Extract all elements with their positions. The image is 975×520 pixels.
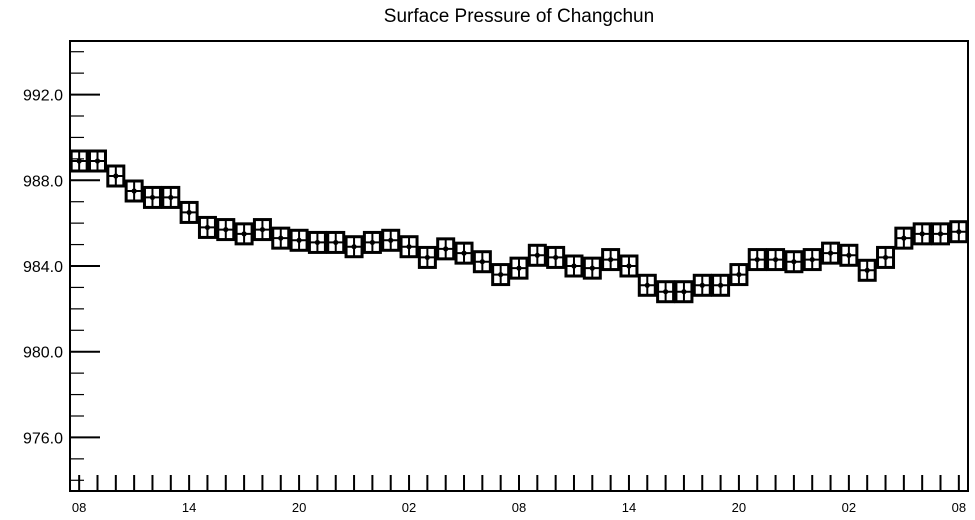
- data-point: [344, 235, 364, 259]
- data-point: [546, 245, 566, 269]
- data-point: [417, 245, 437, 269]
- data-point: [601, 248, 621, 272]
- data-point: [527, 243, 547, 267]
- data-point: [289, 228, 309, 252]
- data-point: [766, 248, 786, 272]
- data-point: [839, 243, 859, 267]
- y-tick-label: 992.0: [23, 88, 63, 105]
- data-point: [362, 230, 382, 254]
- y-tick-label: 984.0: [23, 259, 63, 276]
- x-tick-label: 02: [842, 500, 856, 515]
- y-tick-label: 980.0: [23, 345, 63, 362]
- data-point: [142, 185, 162, 209]
- data-point: [252, 218, 272, 242]
- data-point: [582, 256, 602, 280]
- data-point: [216, 218, 236, 242]
- x-tick-label: 20: [732, 500, 746, 515]
- data-point: [637, 273, 657, 297]
- data-point: [509, 256, 529, 280]
- x-tick-label: 02: [402, 500, 416, 515]
- y-tick-label: 988.0: [23, 173, 63, 190]
- data-point: [179, 200, 199, 224]
- data-point: [69, 149, 89, 173]
- x-tick-label: 14: [622, 500, 636, 515]
- data-point: [784, 250, 804, 274]
- x-tick-label: 08: [72, 500, 86, 515]
- data-point: [876, 245, 896, 269]
- data-point: [857, 258, 877, 282]
- data-point: [692, 273, 712, 297]
- x-tick-label: 08: [952, 500, 966, 515]
- data-point: [124, 179, 144, 203]
- data-point: [711, 273, 731, 297]
- data-point: [399, 235, 419, 259]
- x-tick-label: 08: [512, 500, 526, 515]
- data-point: [656, 280, 676, 304]
- data-point: [821, 241, 841, 265]
- data-point: [106, 164, 126, 188]
- data-point: [802, 248, 822, 272]
- data-point: [381, 228, 401, 252]
- data-series: [69, 149, 969, 304]
- data-point: [912, 222, 932, 246]
- x-tick-label: 20: [292, 500, 306, 515]
- data-point: [161, 185, 181, 209]
- x-axis: 08 14 20 02 08 14 20 02 08: [72, 475, 966, 515]
- data-point: [747, 248, 767, 272]
- data-point: [271, 226, 291, 250]
- data-point: [619, 254, 639, 278]
- x-tick-label: 14: [182, 500, 196, 515]
- data-point: [87, 149, 107, 173]
- data-point: [436, 237, 456, 261]
- data-point: [454, 241, 474, 265]
- y-tick-label: 976.0: [23, 430, 63, 447]
- data-point: [564, 254, 584, 278]
- data-point: [234, 222, 254, 246]
- chart-title: Surface Pressure of Changchun: [384, 6, 654, 27]
- data-point: [729, 263, 749, 287]
- data-point: [197, 215, 217, 239]
- data-point: [307, 230, 327, 254]
- y-axis: 976.0 980.0 984.0 988.0 992.0: [23, 51, 100, 481]
- data-point: [472, 250, 492, 274]
- data-point: [674, 280, 694, 304]
- data-point: [949, 220, 969, 244]
- data-point: [326, 230, 346, 254]
- data-point: [894, 226, 914, 250]
- data-point: [491, 263, 511, 287]
- data-point: [931, 222, 951, 246]
